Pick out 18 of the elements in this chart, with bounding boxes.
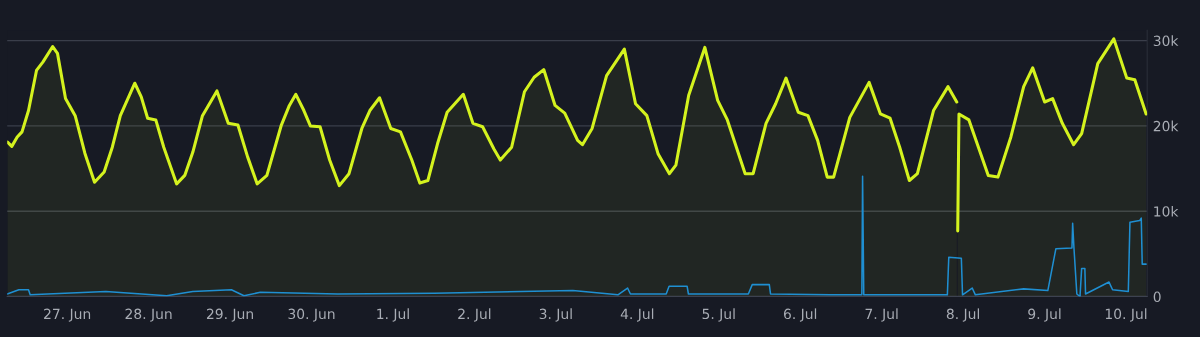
- x-tick-label: 29. Jun: [206, 308, 253, 322]
- x-tick-label: 2. Jul: [458, 308, 491, 322]
- y-tick-label: 0: [1153, 291, 1161, 303]
- x-tick-label: 27. Jun: [44, 308, 91, 322]
- y-tick-label: 20k: [1153, 120, 1179, 132]
- x-tick-label: 3. Jul: [539, 308, 572, 322]
- x-tick-label: 30. Jun: [288, 308, 335, 322]
- x-tick-label: 9. Jul: [1028, 308, 1061, 322]
- y-tick-label: 10k: [1154, 205, 1179, 217]
- x-tick-label: 4. Jul: [620, 308, 654, 322]
- x-tick-label: 7. Jul: [865, 308, 898, 322]
- x-tick-label: 5. Jul: [702, 308, 735, 322]
- x-tick-label: 8. Jul: [946, 308, 979, 322]
- x-tick-label: 6. Jul: [783, 308, 817, 322]
- x-tick-label: 1. Jul: [377, 308, 409, 322]
- x-tick-label: 10. Jul: [1105, 308, 1147, 322]
- y-tick-label: 30k: [1153, 35, 1179, 47]
- x-tick-label: 28. Jun: [125, 308, 172, 322]
